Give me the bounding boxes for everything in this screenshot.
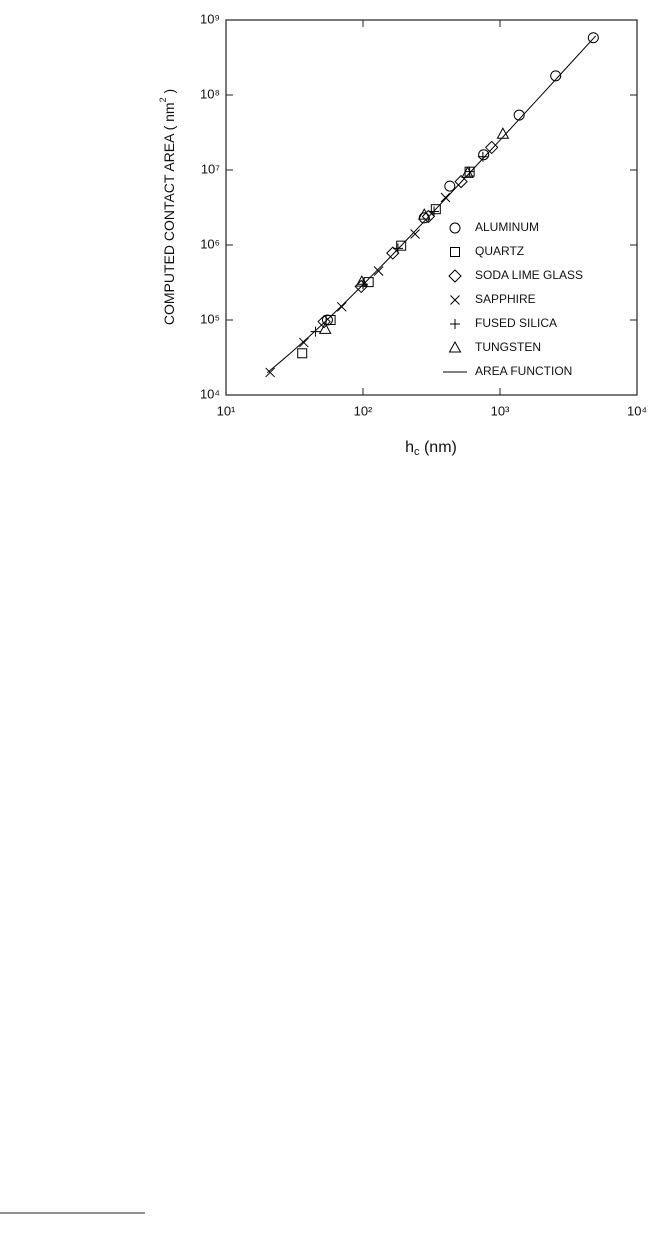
marker-square <box>396 240 407 251</box>
legend-marker <box>448 340 462 353</box>
y-label-end: ) <box>161 89 177 98</box>
legend-marker <box>450 247 460 257</box>
y-tick-label: 10⁵ <box>200 311 220 326</box>
x-tick-label: 10³ <box>491 403 510 418</box>
marker-circle <box>513 109 525 121</box>
y-label-sup: 2 <box>158 97 168 102</box>
legend-label: FUSED SILICA <box>475 316 557 330</box>
x-tick-label: 10⁴ <box>627 403 647 418</box>
marker-plus <box>310 326 321 337</box>
marker-circle <box>444 180 456 192</box>
x-tick-label: 10² <box>354 403 373 418</box>
marker-diamond <box>386 246 400 260</box>
marker-plus <box>477 151 488 162</box>
x-label-end: (nm) <box>420 439 457 456</box>
legend-label: SODA LIME GLASS <box>475 268 583 282</box>
legend-label: AREA FUNCTION <box>475 364 572 378</box>
legend-label: SAPPHIRE <box>475 292 536 306</box>
marker-triangle <box>417 208 431 220</box>
legend-marker <box>448 269 462 283</box>
x-label-sub: c <box>414 446 420 458</box>
legend-marker <box>450 295 460 305</box>
y-label-main: COMPUTED CONTACT AREA ( nm <box>161 102 177 325</box>
marker-circle <box>587 32 599 44</box>
x-label-main: h <box>405 439 414 456</box>
marker-diamond <box>421 209 436 224</box>
y-tick-label: 10⁹ <box>200 11 220 26</box>
marker-square <box>297 348 308 359</box>
legend-label: QUARTZ <box>475 244 524 258</box>
legend-label: ALUMINUM <box>475 220 539 234</box>
marker-diamond <box>317 314 331 329</box>
legend-label: TUNGSTEN <box>475 340 541 354</box>
x-axis-label: hc (nm) <box>405 439 457 458</box>
marker-square <box>430 204 441 215</box>
y-tick-label: 10⁶ <box>200 236 220 251</box>
marker-x <box>440 192 451 203</box>
y-tick-label: 10⁴ <box>200 386 220 401</box>
marker-triangle <box>318 322 332 334</box>
marker-x <box>336 301 347 312</box>
marker-circle <box>478 149 490 161</box>
marker-x <box>265 367 275 378</box>
marker-square <box>363 277 374 288</box>
legend-marker <box>450 319 460 329</box>
y-tick-label: 10⁷ <box>201 161 220 176</box>
legend-marker <box>449 222 461 234</box>
area-function-line <box>266 35 597 374</box>
plot-frame <box>225 19 638 396</box>
marker-x <box>410 229 420 239</box>
y-axis-label: COMPUTED CONTACT AREA ( nm2 ) <box>158 89 176 325</box>
marker-x <box>373 266 384 276</box>
marker-x <box>298 337 309 348</box>
marker-diamond <box>454 174 468 189</box>
x-tick-label: 10¹ <box>217 403 236 418</box>
y-tick-label: 10⁸ <box>200 86 220 101</box>
marker-circle <box>550 70 562 82</box>
marker-square <box>325 315 336 325</box>
marker-triangle <box>496 127 510 139</box>
